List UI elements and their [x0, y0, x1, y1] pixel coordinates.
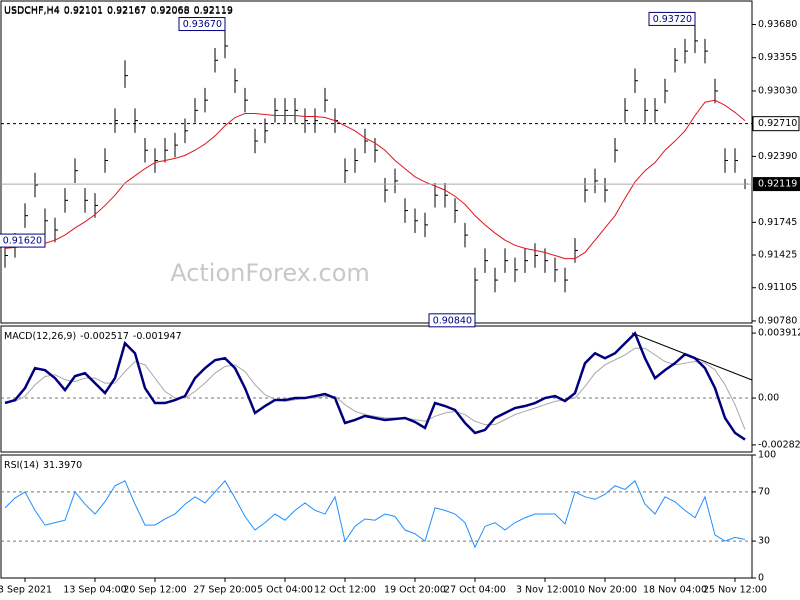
indicator-header: RSI(14) 31.3970 [4, 460, 82, 471]
x-tick-label: 25 Nov 12:00 [703, 585, 767, 596]
y-tick-label: 0.91745 [758, 217, 797, 228]
readout: 0.92119 [194, 6, 233, 17]
x-tick-label: 10 Nov 20:00 [573, 585, 637, 596]
annotation-label: 0.91620 [3, 236, 42, 247]
macd-line [4, 331, 746, 441]
annotation-box [648, 11, 696, 26]
annotation-box [428, 313, 476, 328]
y-tick-label: 70 [758, 486, 770, 497]
x-tick-label: 5 Oct 04:00 [257, 585, 313, 596]
y-tick-label: 0.00 [758, 393, 779, 404]
x-tick-label: 18 Nov 04:00 [643, 585, 707, 596]
readout: 0.92167 [107, 6, 146, 17]
last-price-label: 0.92119 [758, 179, 797, 190]
x-tick-label: 12 Oct 12:00 [314, 585, 376, 596]
readout: 0.92101 [64, 5, 103, 16]
readout: -0.001947 [133, 331, 182, 342]
y-tick-label: 100 [758, 450, 776, 461]
indicator-name: USDCHF,H4 [4, 6, 60, 17]
annotation-label: 0.93670 [183, 19, 222, 30]
y-tick-label: 30 [758, 536, 770, 547]
y-tick-label: 0.91105 [758, 282, 797, 293]
moving-average [4, 99, 746, 260]
annotation-label: 0.90840 [433, 315, 472, 326]
y-tick-label: -0.002823 [758, 439, 800, 450]
readout: 31.3970 [43, 460, 82, 471]
x-tick-label: 3 Sep 2021 [0, 585, 52, 596]
readout: 0.92167 [107, 5, 146, 16]
watermark: ActionForex.com [170, 259, 370, 287]
y-tick-label: 0.93355 [758, 52, 797, 63]
macd-pane [0, 325, 753, 453]
symbol: USDCHF,H4 [4, 5, 60, 16]
indicator-header: USDCHF,H4 0.92101 0.92167 0.92068 0.92119 [4, 6, 233, 17]
x-tick-label: 3 Nov 12:00 [516, 585, 574, 596]
annotation-box [0, 233, 46, 248]
readout: 0.92068 [150, 6, 189, 17]
y-tick-label: 0.90780 [758, 315, 797, 326]
readout: 0.92101 [64, 6, 103, 17]
x-tick-label: 13 Sep 04:00 [63, 585, 126, 596]
readout: -0.002517 [80, 331, 129, 342]
y-tick-label: 0.91425 [758, 250, 797, 261]
readout: 0.92068 [150, 5, 189, 16]
x-tick-label: 27 Oct 04:00 [444, 585, 506, 596]
price-pane [0, 0, 753, 324]
rsi-line [4, 479, 746, 549]
rsi-pane [0, 454, 753, 579]
y-tick-label: 0.93030 [758, 85, 797, 96]
x-tick-label: 27 Sep 20:00 [193, 585, 256, 596]
level-box [752, 116, 800, 132]
readout: 0.92119 [194, 5, 233, 16]
annotation-box [178, 17, 226, 32]
y-tick-label: 0 [758, 573, 764, 584]
indicator-name: MACD(12,26,9) [4, 331, 76, 342]
level-label: 0.92710 [758, 118, 797, 129]
chart-header: USDCHF,H4 0.92101 0.92167 0.92068 0.92119 [4, 5, 233, 16]
y-tick-label: 0.003912 [758, 328, 800, 339]
indicator-name: RSI(14) [4, 460, 39, 471]
annotation-label: 0.93720 [653, 14, 692, 25]
indicator-header: MACD(12,26,9) -0.002517 -0.001947 [4, 331, 182, 342]
x-tick-label: 19 Oct 20:00 [384, 585, 446, 596]
x-tick-label: 20 Sep 12:00 [123, 585, 186, 596]
y-tick-label: 0.93680 [758, 19, 797, 30]
y-tick-label: 0.92390 [758, 151, 797, 162]
last-price-box [753, 177, 800, 192]
signal-line [5, 347, 746, 430]
